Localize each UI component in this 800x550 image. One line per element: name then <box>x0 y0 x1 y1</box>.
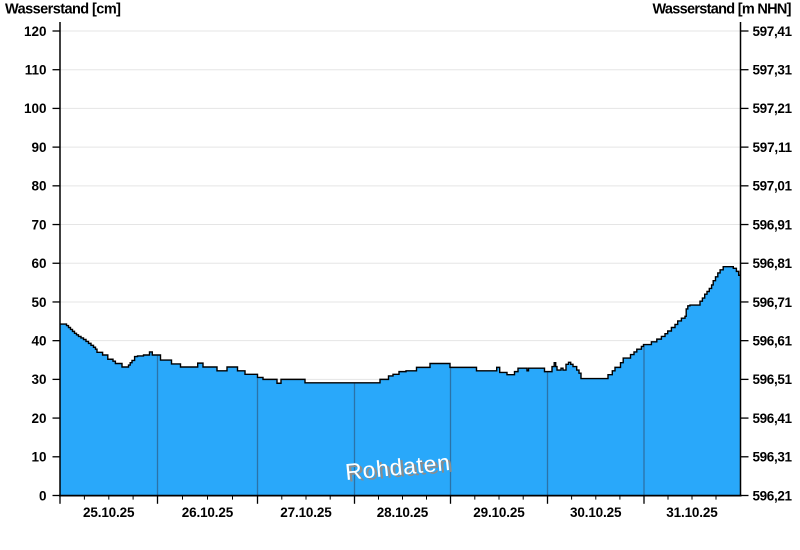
svg-text:70: 70 <box>31 217 46 232</box>
svg-text:596,41: 596,41 <box>753 411 793 426</box>
svg-text:40: 40 <box>31 334 46 349</box>
svg-text:120: 120 <box>24 24 47 39</box>
svg-text:596,31: 596,31 <box>753 450 793 465</box>
svg-text:10: 10 <box>31 450 46 465</box>
svg-text:Wasserstand [m NHN]: Wasserstand [m NHN] <box>653 2 792 18</box>
svg-text:597,11: 597,11 <box>753 140 793 155</box>
svg-text:25.10.25: 25.10.25 <box>83 505 135 520</box>
svg-text:50: 50 <box>31 295 46 310</box>
svg-text:596,51: 596,51 <box>753 372 793 387</box>
svg-text:20: 20 <box>31 411 46 426</box>
svg-text:597,01: 597,01 <box>753 179 793 194</box>
svg-text:28.10.25: 28.10.25 <box>377 505 429 520</box>
svg-text:596,81: 596,81 <box>753 256 793 271</box>
svg-text:29.10.25: 29.10.25 <box>473 505 525 520</box>
svg-text:100: 100 <box>24 101 47 116</box>
svg-text:597,41: 597,41 <box>753 24 793 39</box>
svg-text:30: 30 <box>31 372 46 387</box>
svg-text:Wasserstand [cm]: Wasserstand [cm] <box>5 2 121 18</box>
svg-text:31.10.25: 31.10.25 <box>666 505 718 520</box>
svg-text:596,61: 596,61 <box>753 334 793 349</box>
svg-text:597,21: 597,21 <box>753 101 793 116</box>
svg-text:596,71: 596,71 <box>753 295 793 310</box>
svg-text:110: 110 <box>25 63 47 78</box>
svg-text:27.10.25: 27.10.25 <box>280 505 332 520</box>
svg-text:80: 80 <box>31 179 46 194</box>
svg-text:596,91: 596,91 <box>753 217 793 232</box>
svg-text:90: 90 <box>31 140 46 155</box>
svg-text:60: 60 <box>31 256 46 271</box>
svg-text:26.10.25: 26.10.25 <box>182 505 234 520</box>
svg-text:0: 0 <box>39 488 47 503</box>
svg-text:597,31: 597,31 <box>753 63 793 78</box>
svg-text:596,21: 596,21 <box>753 488 793 503</box>
svg-text:30.10.25: 30.10.25 <box>570 505 622 520</box>
